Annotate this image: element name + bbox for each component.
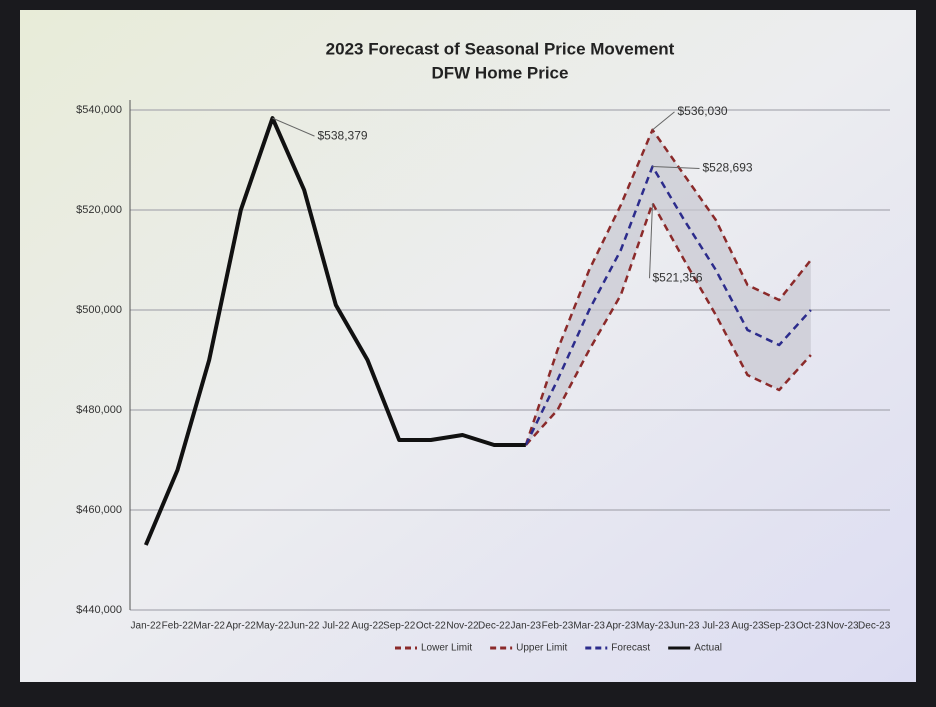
- chart-subtitle: DFW Home Price: [432, 63, 569, 82]
- x-tick-label: Dec-22: [478, 621, 511, 632]
- x-tick-label: Jul-23: [702, 621, 730, 632]
- label-leader: [652, 166, 700, 170]
- chart-title: 2023 Forecast of Seasonal Price Movement: [326, 39, 675, 58]
- data-label: $521,356: [653, 270, 703, 284]
- x-tick-label: Jan-23: [511, 621, 542, 632]
- y-tick-label: $460,000: [76, 504, 122, 516]
- x-tick-label: Nov-23: [826, 621, 859, 632]
- x-tick-label: Nov-22: [446, 621, 479, 632]
- x-tick-label: Mar-23: [573, 621, 605, 632]
- data-label: $538,379: [318, 128, 368, 142]
- x-tick-label: Jan-22: [131, 621, 162, 632]
- legend-label: Actual: [694, 643, 722, 654]
- x-tick-label: Jul-22: [322, 621, 350, 632]
- legend-label: Forecast: [611, 643, 650, 654]
- x-tick-label: Feb-22: [162, 621, 194, 632]
- x-tick-label: Dec-23: [858, 621, 891, 632]
- x-tick-label: Jun-22: [289, 621, 320, 632]
- x-tick-label: Apr-23: [606, 621, 636, 632]
- series-line: [524, 165, 812, 446]
- label-leader: [649, 203, 653, 279]
- x-tick-label: Aug-22: [351, 621, 384, 632]
- x-tick-label: Oct-23: [796, 621, 826, 632]
- x-tick-label: Mar-22: [193, 621, 225, 632]
- y-tick-label: $440,000: [76, 604, 122, 616]
- series-line: [143, 116, 526, 546]
- y-tick-label: $500,000: [76, 304, 122, 316]
- x-tick-label: May-22: [256, 621, 290, 632]
- label-leader: [652, 111, 675, 131]
- x-tick-label: Jun-23: [669, 621, 700, 632]
- x-tick-label: Aug-23: [731, 621, 764, 632]
- legend-label: Lower Limit: [421, 643, 472, 654]
- y-tick-label: $480,000: [76, 404, 122, 416]
- x-tick-label: Sep-23: [763, 621, 796, 632]
- x-tick-label: Oct-22: [416, 621, 446, 632]
- y-tick-label: $540,000: [76, 104, 122, 116]
- series-line: [524, 128, 812, 446]
- x-tick-label: Apr-22: [226, 621, 256, 632]
- data-label: $536,030: [678, 104, 728, 118]
- data-label: $528,693: [703, 161, 753, 175]
- y-tick-label: $520,000: [76, 204, 122, 216]
- label-leader: [272, 117, 315, 137]
- legend-label: Upper Limit: [516, 643, 567, 654]
- x-tick-label: Sep-22: [383, 621, 416, 632]
- x-tick-label: Feb-23: [542, 621, 574, 632]
- x-tick-label: May-23: [636, 621, 670, 632]
